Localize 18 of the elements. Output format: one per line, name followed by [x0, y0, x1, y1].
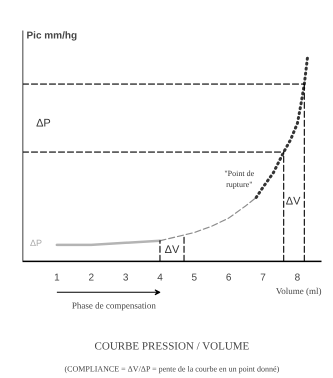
- x-tick-label: 3: [122, 272, 129, 284]
- y-axis-title: Pic mm/hg: [26, 30, 78, 42]
- x-tick-label: 7: [260, 272, 266, 284]
- annotation: ΔV: [164, 244, 180, 256]
- annotation: "Point de rupture": [224, 169, 255, 189]
- annotation: ΔV: [286, 196, 302, 208]
- x-tick-label: 8: [294, 272, 301, 284]
- text: Phase de compensation: [72, 300, 156, 311]
- x-tick-label: 1: [54, 272, 60, 284]
- x-tick-label: 6: [226, 272, 232, 284]
- text: (COMPLIANCE = ΔV/ΔP = pente de la courbe en un point donné): [64, 364, 280, 374]
- x-tick-label: 5: [192, 272, 198, 284]
- annotation: ΔP: [30, 238, 42, 248]
- x-tick-label: 2: [88, 272, 94, 284]
- text: COURBE PRESSION / VOLUME: [94, 340, 250, 352]
- x-tick-label: 4: [157, 272, 164, 284]
- x-axis-title: Volume (ml): [276, 286, 322, 296]
- annotation: ΔP: [36, 117, 51, 130]
